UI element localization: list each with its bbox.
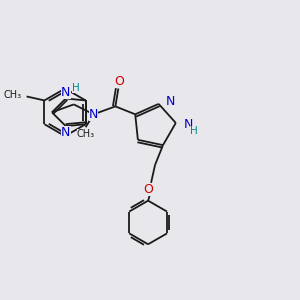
- Text: N: N: [184, 118, 193, 131]
- Text: CH₃: CH₃: [4, 91, 22, 100]
- Text: H: H: [72, 82, 80, 93]
- Text: N: N: [166, 95, 175, 108]
- Text: H: H: [190, 126, 197, 136]
- Text: N: N: [61, 86, 70, 99]
- Text: O: O: [114, 75, 124, 88]
- Text: N: N: [61, 126, 70, 139]
- Text: O: O: [143, 183, 153, 196]
- Text: N: N: [89, 108, 98, 121]
- Text: CH₃: CH₃: [76, 129, 95, 139]
